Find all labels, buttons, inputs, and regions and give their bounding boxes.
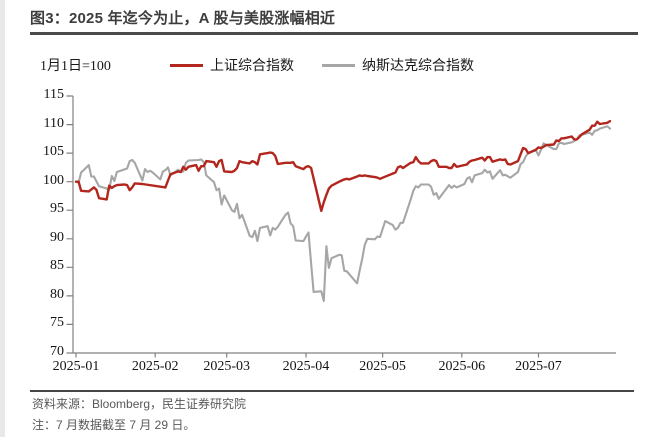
y-axis-label: 110 bbox=[43, 115, 64, 131]
y-axis-label: 85 bbox=[50, 258, 64, 274]
x-axis-label: 2025-05 bbox=[359, 359, 406, 374]
y-axis-label: 90 bbox=[50, 229, 64, 245]
sse-line-swatch bbox=[170, 63, 203, 67]
y-axis-label: 115 bbox=[43, 87, 64, 102]
chart-legend: 上证综合指数 纳斯达克综合指数 bbox=[170, 55, 474, 75]
y-axis-label: 100 bbox=[43, 172, 64, 188]
y-axis-label: 105 bbox=[43, 144, 64, 160]
y-axis-label: 75 bbox=[50, 315, 64, 331]
legend-label-sse: 上证综合指数 bbox=[210, 59, 294, 74]
x-axis-label: 2025-04 bbox=[282, 359, 330, 374]
y-axis-label: 95 bbox=[50, 201, 64, 217]
page-edge-strip bbox=[0, 0, 5, 437]
x-axis-label: 2025-07 bbox=[515, 359, 562, 374]
title-underline bbox=[30, 32, 638, 35]
nasdaq-line-swatch bbox=[322, 63, 355, 67]
y-axis-label: 70 bbox=[50, 344, 64, 359]
legend-label-nasdaq: 纳斯达克综合指数 bbox=[362, 59, 474, 74]
x-axis-label: 2025-02 bbox=[131, 359, 179, 374]
footer-note: 注：7 月数据截至 7 月 29 日。 bbox=[32, 418, 196, 432]
chart-title: 图3：2025 年迄今为止，A 股与美股涨幅相近 bbox=[30, 10, 336, 27]
x-axis-label: 2025-03 bbox=[203, 359, 251, 374]
baseline-label: 1月1日=100 bbox=[40, 59, 111, 74]
legend-item-sse: 上证综合指数 bbox=[170, 55, 294, 75]
x-axis-label: 2025-06 bbox=[438, 359, 486, 374]
footer-rule bbox=[30, 390, 634, 392]
footer-source: 资料来源：Bloomberg，民生证券研究院 bbox=[32, 397, 247, 411]
legend-item-nasdaq: 纳斯达克综合指数 bbox=[322, 55, 474, 75]
x-axis-label: 2025-01 bbox=[52, 359, 100, 374]
y-axis-label: 80 bbox=[50, 286, 64, 302]
